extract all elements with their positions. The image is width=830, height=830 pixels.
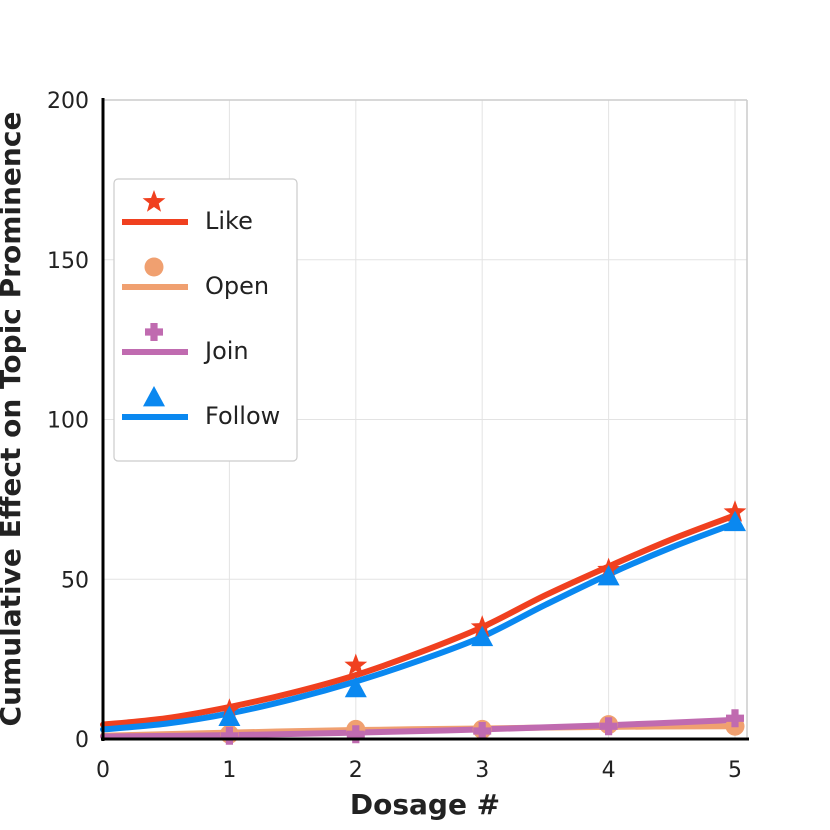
legend-marker-open [144,257,164,277]
data-point-like [344,653,368,676]
legend-marker-like [142,190,166,212]
x-tick-label: 3 [475,758,489,783]
y-tick-label: 200 [47,89,89,114]
data-point-join [220,726,239,745]
data-point-follow [344,676,367,698]
y-tick-label: 0 [75,728,89,753]
data-point-follow [471,625,494,647]
legend-label-open: Open [205,272,269,300]
legend-marker-follow [143,386,165,407]
legend-marker-join [145,323,163,341]
y-tick-label: 100 [47,409,89,434]
legend-box [113,178,298,462]
x-tick-label: 0 [96,758,110,783]
data-point-join [473,722,492,741]
series-line-follow [100,520,738,733]
y-tick-label: 50 [61,568,89,593]
legend-label-like: Like [205,207,253,235]
data-point-follow [724,510,746,532]
data-point-join [346,725,365,744]
x-tick-label: 2 [349,758,363,783]
legend-label-follow: Follow [205,402,280,430]
x-tick-label: 5 [728,758,742,783]
series-line-like [100,512,738,728]
data-point-join [599,717,618,736]
series-lines [100,512,738,740]
x-tick-label: 4 [602,758,616,783]
x-axis-title: Dosage # [350,788,500,821]
series-markers [217,500,747,745]
series-line-join [100,716,738,740]
y-axis-title: Cumulative Effect on Topic Prominence [0,112,27,727]
axes [101,98,749,741]
data-point-join [726,709,744,728]
legend: Like Open Join Follow [113,178,298,462]
y-tick-label: 150 [47,249,89,274]
legend-label-join: Join [203,337,249,365]
data-point-follow [218,705,241,726]
x-tick-label: 1 [222,758,236,783]
data-point-follow [597,565,620,586]
